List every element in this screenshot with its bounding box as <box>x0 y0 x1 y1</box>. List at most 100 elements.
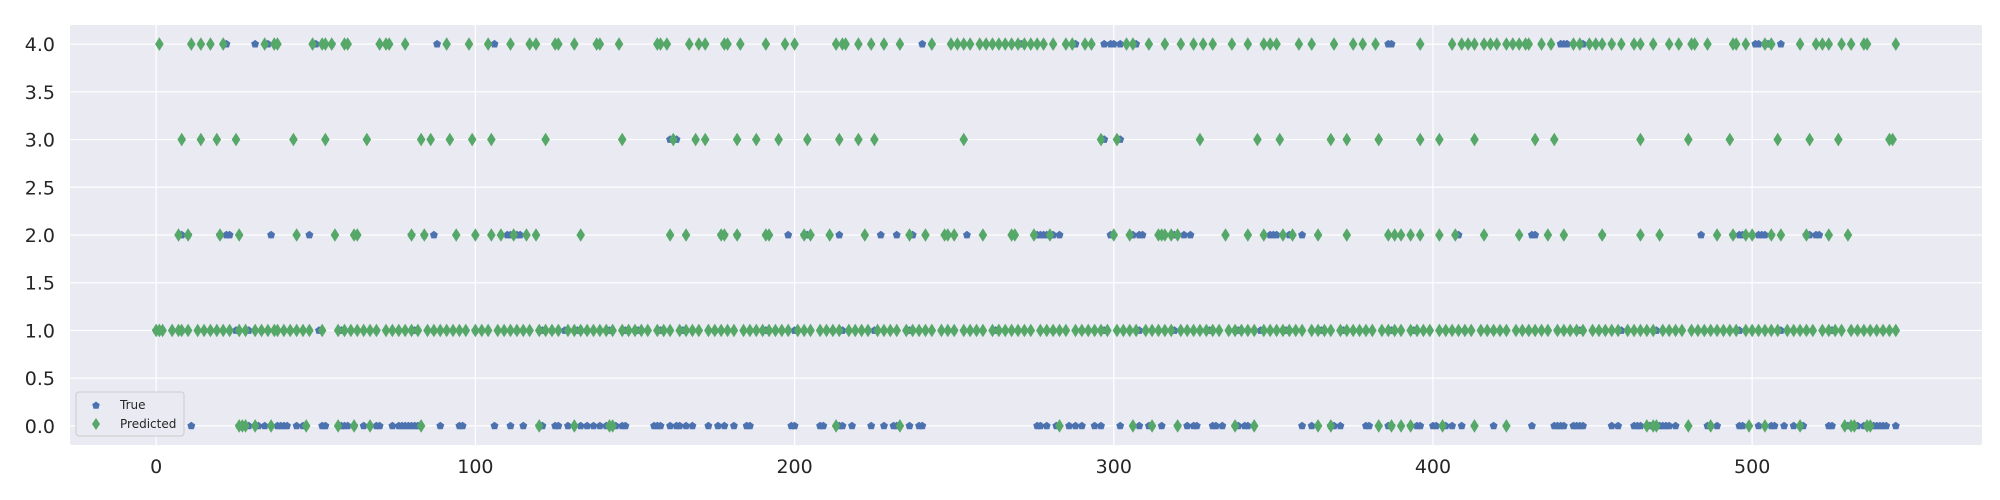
predicted-point <box>1741 228 1751 242</box>
true-point <box>1882 421 1891 430</box>
predicted-point <box>1189 37 1198 51</box>
predicted-point <box>1511 323 1521 338</box>
predicted-point <box>608 323 617 338</box>
true-point <box>1307 421 1316 430</box>
predicted-point <box>1176 37 1186 51</box>
predicted-point <box>426 132 435 147</box>
predicted-point <box>1112 323 1122 338</box>
predicted-point <box>624 323 633 338</box>
predicted-point <box>1712 323 1722 338</box>
predicted-point <box>1837 37 1846 51</box>
predicted-point <box>1227 37 1237 51</box>
predicted-point <box>1326 132 1336 147</box>
true-point <box>519 421 528 430</box>
true-point <box>1614 421 1623 430</box>
predicted-point <box>723 323 732 338</box>
predicted-point <box>637 323 646 338</box>
true-point <box>388 421 397 430</box>
true-point <box>1272 230 1281 239</box>
predicted-point <box>1160 323 1170 338</box>
predicted-point <box>362 132 372 147</box>
predicted-point <box>206 323 215 338</box>
true-point <box>1298 421 1307 430</box>
predicted-point <box>1371 37 1380 51</box>
true-point <box>656 421 665 430</box>
predicted-point <box>1000 37 1010 51</box>
predicted-point <box>206 37 215 51</box>
predicted-point <box>1805 132 1814 147</box>
predicted-point <box>1502 419 1511 433</box>
predicted-point <box>1767 37 1776 51</box>
predicted-point <box>1543 228 1553 242</box>
predicted-point <box>352 323 362 338</box>
true-point <box>506 421 515 430</box>
predicted-point <box>1850 419 1859 433</box>
predicted-point <box>1767 323 1776 338</box>
predicted-point <box>1067 37 1077 51</box>
predicted-point <box>1297 323 1307 338</box>
predicted-point <box>1773 132 1783 147</box>
predicted-point <box>1396 419 1406 433</box>
predicted-point <box>1830 323 1840 338</box>
predicted-point <box>1291 323 1301 338</box>
predicted-point <box>1383 228 1393 242</box>
true-point <box>1090 421 1099 430</box>
predicted-point <box>317 323 327 338</box>
predicted-point <box>1329 37 1339 51</box>
predicted-point <box>764 323 774 338</box>
predicted-point <box>854 132 863 147</box>
predicted-point <box>959 323 969 338</box>
predicted-point <box>1470 132 1479 147</box>
predicted-point <box>273 37 282 51</box>
true-point <box>704 421 713 430</box>
predicted-point <box>949 228 959 242</box>
predicted-point <box>1221 228 1230 242</box>
predicted-point <box>729 323 739 338</box>
true-point <box>1489 421 1498 430</box>
legend-predicted-marker <box>92 418 100 430</box>
predicted-point <box>327 37 337 51</box>
predicted-point <box>1342 323 1352 338</box>
true-point <box>918 39 927 48</box>
predicted-point <box>400 323 410 338</box>
predicted-point <box>541 132 550 147</box>
predicted-point <box>285 323 295 338</box>
predicted-point <box>1294 37 1304 51</box>
predicted-point <box>822 323 831 338</box>
predicted-point <box>199 323 209 338</box>
true-point <box>1055 230 1064 239</box>
true-point <box>1211 421 1220 430</box>
predicted-point <box>1652 419 1661 433</box>
predicted-point <box>879 323 889 338</box>
predicted-point <box>656 37 665 51</box>
legend: True Predicted <box>75 391 185 437</box>
predicted-point <box>959 37 969 51</box>
true-point <box>1365 421 1374 430</box>
predicted-point <box>1891 323 1901 338</box>
true-point <box>292 421 301 430</box>
predicted-point <box>1466 323 1476 338</box>
predicted-point <box>1355 323 1364 338</box>
predicted-point <box>1664 37 1674 51</box>
predicted-point <box>1160 228 1170 242</box>
true-point <box>1336 421 1345 430</box>
y-axis: 0.0 0.5 1.0 1.5 2.0 2.5 3.0 3.5 4.0 <box>25 34 55 438</box>
predicted-point <box>857 323 866 338</box>
predicted-point <box>710 323 720 338</box>
predicted-point <box>193 323 202 338</box>
predicted-point <box>793 323 803 338</box>
predicted-point <box>1128 419 1138 433</box>
predicted-point <box>1648 37 1658 51</box>
predicted-point <box>1495 323 1505 338</box>
predicted-point <box>681 228 691 242</box>
predicted-point <box>1862 37 1872 51</box>
predicted-point <box>1846 323 1856 338</box>
predicted-point <box>448 323 458 338</box>
predicted-point <box>1020 37 1029 51</box>
y-tick-label: 3.5 <box>25 82 55 104</box>
predicted-point <box>381 323 391 338</box>
true-point <box>283 421 291 430</box>
predicted-point <box>1447 323 1457 338</box>
predicted-point <box>384 37 394 51</box>
true-point <box>729 421 738 430</box>
